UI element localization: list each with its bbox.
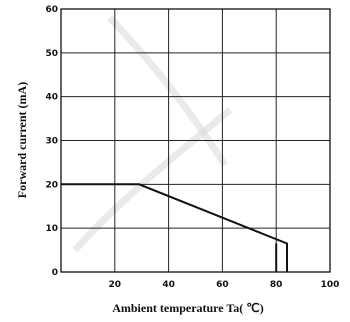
x-tick-labels: 20 40 60 80 100 xyxy=(109,280,340,290)
y-tick-label: 40 xyxy=(45,93,58,103)
y-tick-label: 60 xyxy=(45,5,58,15)
x-tick-label: 40 xyxy=(162,280,175,290)
y-axis-label: Forward current (mA) xyxy=(15,82,29,198)
y-tick-label: 0 xyxy=(52,268,58,278)
y-tick-label: 10 xyxy=(45,224,58,234)
grid xyxy=(61,8,331,273)
x-tick-label: 60 xyxy=(216,280,229,290)
y-tick-label: 50 xyxy=(45,49,58,59)
x-tick-label: 80 xyxy=(270,280,283,290)
y-tick-label: 30 xyxy=(45,137,58,147)
y-tick-label: 20 xyxy=(45,180,58,190)
x-tick-label: 20 xyxy=(109,280,122,290)
watermark xyxy=(72,15,233,253)
y-tick-labels: 0 10 20 30 40 50 60 xyxy=(45,5,58,278)
plot-frame xyxy=(60,8,331,273)
series xyxy=(61,183,288,272)
series-line-1 xyxy=(61,183,288,272)
x-axis-label: Ambient temperature Ta( ℃) xyxy=(112,301,264,315)
x-tick-label: 100 xyxy=(321,280,340,290)
